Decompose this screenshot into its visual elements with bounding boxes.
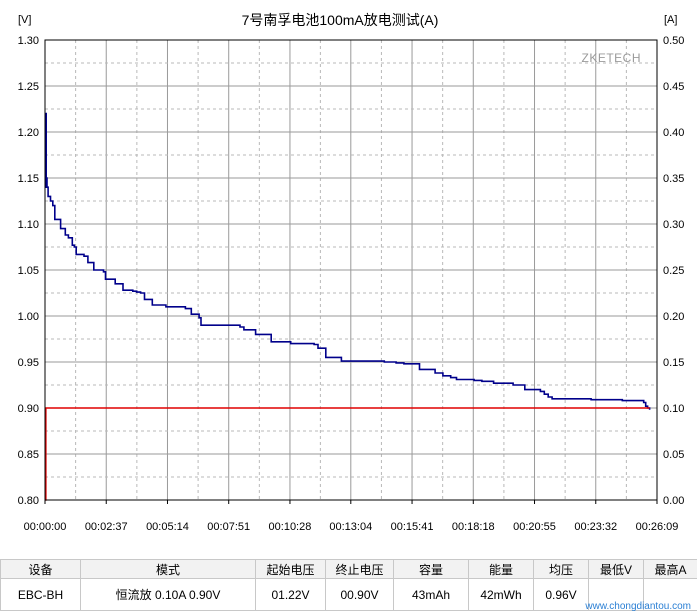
header-end-voltage: 终止电压: [325, 559, 394, 579]
y-right-tick-label: 0.35: [663, 173, 684, 185]
y-right-tick-label: 0.20: [663, 311, 684, 323]
y-right-tick-label: 0.00: [663, 495, 684, 507]
y-left-tick-label: 0.90: [18, 403, 39, 415]
header-mode: 模式: [80, 559, 256, 579]
y-right-tick-label: 0.05: [663, 449, 684, 461]
y-left-tick-label: 1.30: [18, 35, 39, 47]
left-axis-unit: [V]: [18, 14, 31, 26]
y-left-tick-label: 0.80: [18, 495, 39, 507]
header-average-voltage: 均压: [533, 559, 589, 579]
cell-start-voltage: 01.22V: [255, 578, 326, 611]
cell-capacity: 43mAh: [393, 578, 469, 611]
cell-mode: 恒流放 0.10A 0.90V: [80, 578, 256, 611]
voltage-series-line: [45, 112, 651, 410]
axes: 00:00:00 00:02:37 00:05:14 00:07:51 00:10:28…: [18, 35, 685, 533]
y-right-tick-label: 0.50: [663, 35, 684, 47]
y-left-tick-label: 1.25: [18, 81, 39, 93]
header-min-voltage: 最低V: [588, 559, 644, 579]
y-left-tick-label: 0.85: [18, 449, 39, 461]
cell-average-voltage: 0.96V: [533, 578, 589, 611]
header-device: 设备: [0, 559, 81, 579]
header-max-current: 最高A: [643, 559, 697, 579]
plot-frame: [44, 39, 658, 501]
x-tick-label: 00:15:41: [391, 521, 434, 533]
watermark: ZKETECH: [581, 51, 641, 65]
footer-credit: www.chongdiantou.com: [585, 601, 691, 612]
discharge-chart: 00:00:00 00:02:37 00:05:14 00:07:51 00:10:28…: [18, 12, 685, 533]
x-tick-label: 00:20:55: [513, 521, 556, 533]
table-row: EBC-BH 恒流放 0.10A 0.90V 01.22V 00.90V 43m…: [0, 578, 697, 611]
x-tick-label: 00:00:00: [24, 521, 67, 533]
cell-max-current: [643, 578, 697, 611]
y-left-tick-label: 1.05: [18, 265, 39, 277]
cell-energy: 42mWh: [468, 578, 534, 611]
y-left-tick-label: 1.10: [18, 219, 39, 231]
y-left-tick-label: 1.20: [18, 127, 39, 139]
header-capacity: 容量: [393, 559, 469, 579]
x-tick-label: 00:23:32: [574, 521, 617, 533]
y-left-tick-label: 0.95: [18, 357, 39, 369]
y-right-tick-label: 0.45: [663, 81, 684, 93]
y-right-tick-label: 0.10: [663, 403, 684, 415]
y-left-tick-label: 1.00: [18, 311, 39, 323]
x-tick-label: 00:10:28: [269, 521, 312, 533]
table-header-row: 设备 模式 起始电压 终止电压 容量 能量 均压 最低V 最高A: [0, 559, 697, 579]
cell-end-voltage: 00.90V: [325, 578, 394, 611]
cell-min-voltage: [588, 578, 644, 611]
x-tick-label: 00:26:09: [636, 521, 679, 533]
x-tick-label: 00:13:04: [329, 521, 372, 533]
y-left-tick-label: 1.15: [18, 173, 39, 185]
y-right-tick-label: 0.40: [663, 127, 684, 139]
chart-area: 00:00:00 00:02:37 00:05:14 00:07:51 00:10:28…: [18, 12, 685, 533]
right-axis-unit: [A]: [664, 14, 677, 26]
y-right-tick-label: 0.25: [663, 265, 684, 277]
header-start-voltage: 起始电压: [255, 559, 326, 579]
x-tick-label: 00:02:37: [85, 521, 128, 533]
x-tick-label: 00:07:51: [207, 521, 250, 533]
y-right-tick-label: 0.15: [663, 357, 684, 369]
x-tick-label: 00:18:18: [452, 521, 495, 533]
cell-device: EBC-BH: [0, 578, 81, 611]
header-energy: 能量: [468, 559, 534, 579]
chart-title: 7号南孚电池100mA放电测试(A): [242, 12, 439, 28]
test-info-table: 设备 模式 起始电压 终止电压 容量 能量 均压 最低V 最高A EBC-BH …: [0, 559, 697, 611]
grid: [45, 40, 657, 500]
y-right-tick-label: 0.30: [663, 219, 684, 231]
x-tick-label: 00:05:14: [146, 521, 189, 533]
